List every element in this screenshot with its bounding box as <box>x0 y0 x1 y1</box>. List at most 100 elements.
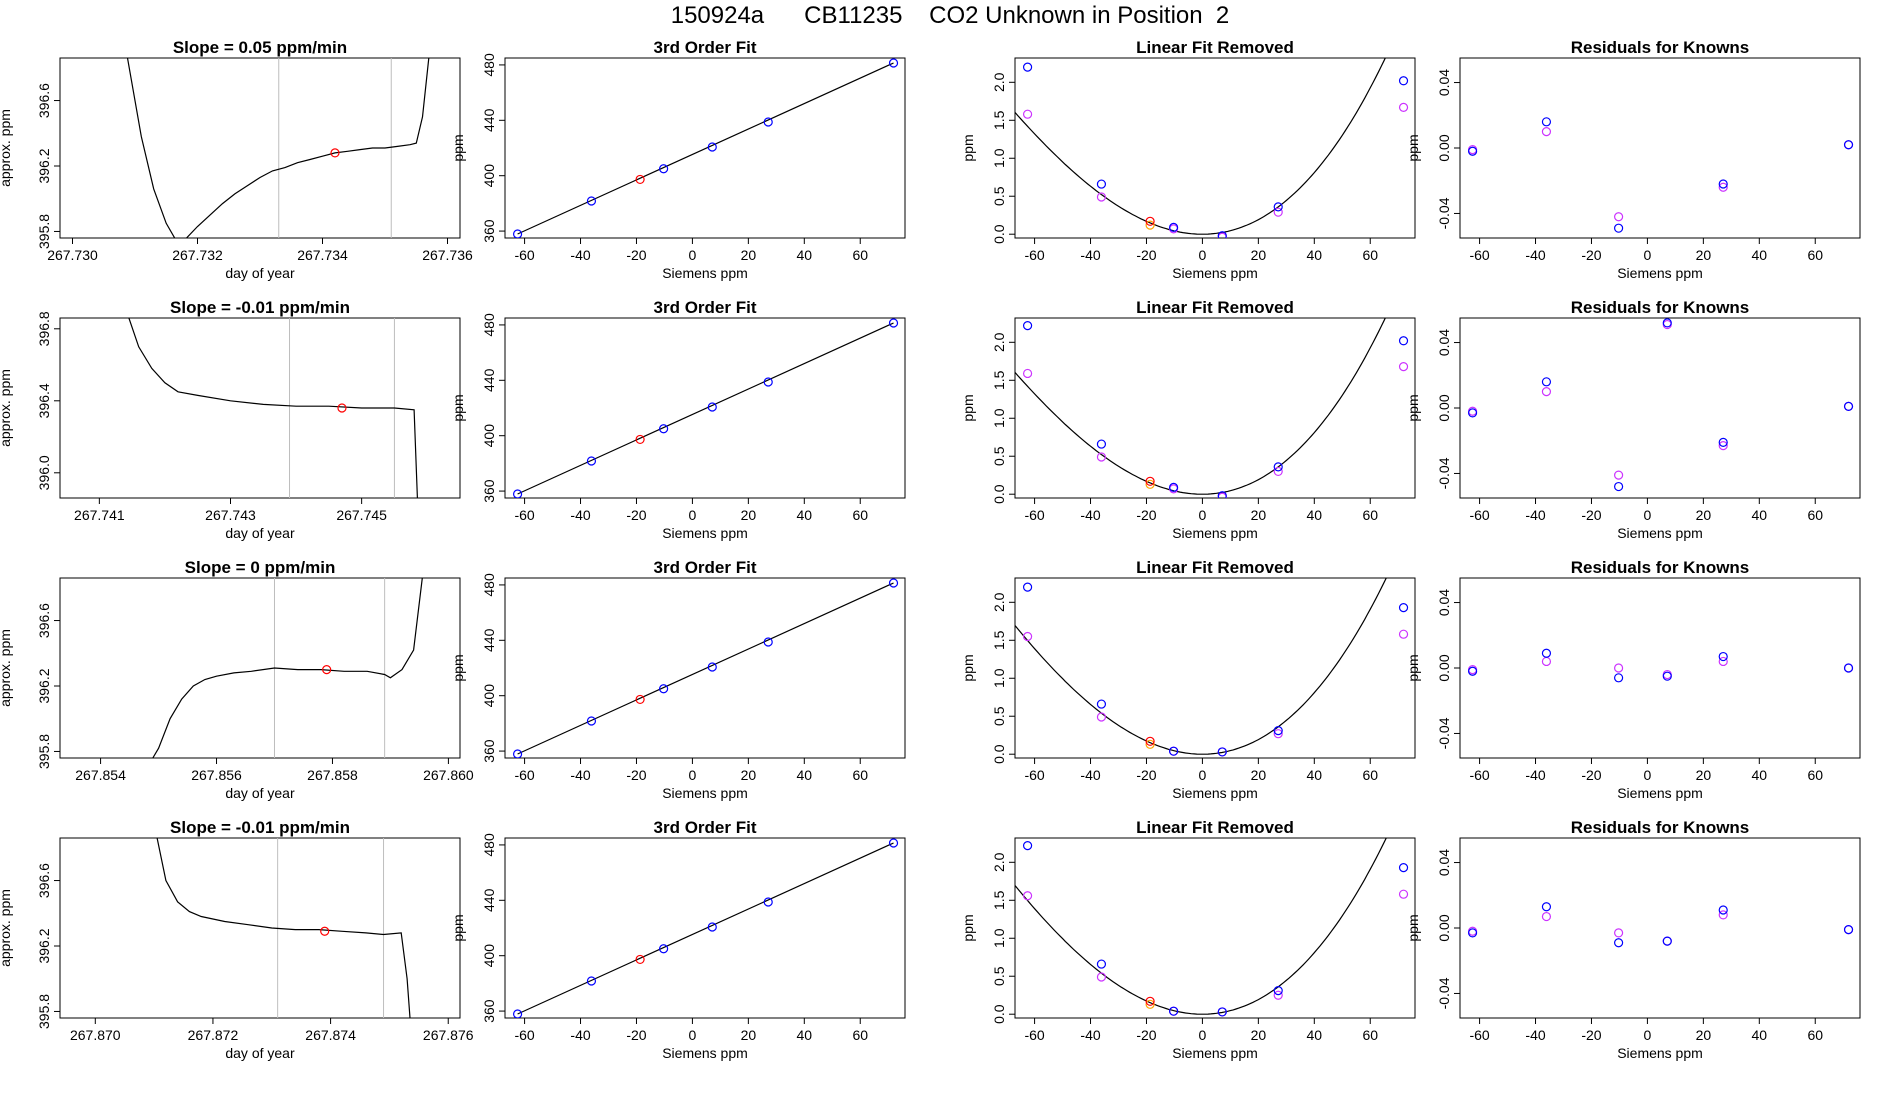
y-tick-label: 0.04 <box>1436 849 1452 876</box>
purple-point <box>1541 387 1552 397</box>
purple-point <box>1398 889 1409 899</box>
plot-frame <box>1014 577 1416 759</box>
y-axis-label: ppm <box>960 914 976 941</box>
orange-point <box>1145 739 1155 749</box>
plot-frame <box>504 577 906 759</box>
fit-line <box>517 842 894 1015</box>
purple-point <box>1718 441 1728 451</box>
x-tick-label: 0 <box>1199 507 1207 523</box>
known-point <box>763 897 773 907</box>
panel-3-4: Residuals for Knowns -60 -40 -20 0 20 40 60 Siem… <box>1405 558 1861 801</box>
trace-line <box>156 838 411 1018</box>
quadratic-curve <box>1015 318 1386 495</box>
y-axis-label: ppm <box>960 394 976 421</box>
purple-point <box>1398 362 1409 372</box>
panel-3-1: Slope = 0 ppm/min 267.854 267.856 267.858 26… <box>0 558 474 801</box>
known-point <box>512 749 523 758</box>
x-tick-label: 267.872 <box>188 1027 239 1043</box>
plot-frame <box>1459 57 1861 239</box>
y-axis-label: approx. ppm <box>0 369 13 447</box>
y-tick-label: -0.04 <box>1436 457 1452 489</box>
x-axis-label: Siemens ppm <box>1172 525 1258 541</box>
purple-point <box>1718 182 1728 192</box>
y-axis-label: approx. ppm <box>0 889 13 967</box>
known-point <box>1843 401 1854 411</box>
plot-area <box>1467 902 1854 948</box>
known-point <box>1718 437 1728 447</box>
x-tick-label: -60 <box>1024 1027 1044 1043</box>
x-tick-label: 60 <box>1362 247 1378 263</box>
x-tick-label: 20 <box>1696 1027 1712 1043</box>
y-tick-label: 2.0 <box>991 332 1007 352</box>
y-axis-label: approx. ppm <box>0 109 13 187</box>
x-tick-label: 267.734 <box>297 247 348 263</box>
x-tick-label: 20 <box>1251 1027 1267 1043</box>
known-point <box>1467 666 1478 676</box>
x-axis-label: Siemens ppm <box>1617 1045 1703 1061</box>
x-tick-label: 0 <box>689 1027 697 1043</box>
x-tick-label: 60 <box>1362 1027 1378 1043</box>
y-tick-label: -0.04 <box>1436 717 1452 749</box>
panel-1-4: Residuals for Knowns -60 -40 -20 0 20 40 60 Siem… <box>1405 38 1861 281</box>
y-tick-label: 480 <box>481 53 497 77</box>
x-tick-label: -60 <box>1469 767 1489 783</box>
unknown-point <box>1145 216 1155 226</box>
x-tick-label: 60 <box>1807 507 1823 523</box>
fit-line <box>517 62 894 235</box>
y-tick-label: 0.00 <box>1436 654 1452 681</box>
x-axis-label: Siemens ppm <box>662 525 748 541</box>
x-tick-label: 40 <box>1752 767 1768 783</box>
x-axis-label: Siemens ppm <box>662 265 748 281</box>
known-point <box>763 117 773 127</box>
plot-frame <box>1459 577 1861 759</box>
plot-frame <box>1014 317 1416 499</box>
x-axis-label: Siemens ppm <box>1172 1045 1258 1061</box>
y-tick-label: 440 <box>481 888 497 912</box>
panel-3-2: 3rd Order Fit -60 -40 -20 0 20 40 60 Siemens ppm… <box>450 558 906 801</box>
y-axis-label: ppm <box>1405 914 1421 941</box>
plot-frame <box>504 57 906 239</box>
x-tick-label: 267.858 <box>307 767 358 783</box>
known-point <box>1843 925 1854 935</box>
unknown-point <box>635 694 645 705</box>
orange-point <box>1145 999 1155 1009</box>
y-tick-label: 396.2 <box>36 148 52 183</box>
known-point <box>659 424 669 434</box>
panel-title: 3rd Order Fit <box>654 298 757 317</box>
known-point <box>1398 863 1409 873</box>
y-tick-label: 395.8 <box>36 734 52 769</box>
x-tick-label: 60 <box>1362 507 1378 523</box>
y-tick-label: 0.00 <box>1436 394 1452 421</box>
x-tick-label: -40 <box>1080 247 1100 263</box>
x-axis-label: Siemens ppm <box>1617 525 1703 541</box>
x-tick-label: -20 <box>1581 247 1601 263</box>
x-tick-label: 0 <box>1199 767 1207 783</box>
purple-point <box>1273 729 1283 739</box>
known-point <box>888 838 899 848</box>
y-tick-label: 0.04 <box>1436 69 1452 96</box>
y-axis-label: ppm <box>450 394 466 421</box>
known-point <box>1273 462 1283 472</box>
panel-title: 3rd Order Fit <box>654 818 757 837</box>
fit-line <box>517 322 894 495</box>
unknown-point <box>635 954 645 965</box>
y-axis-label: ppm <box>960 134 976 161</box>
x-tick-label: 267.736 <box>422 247 473 263</box>
panel-2-2: 3rd Order Fit -60 -40 -20 0 20 40 60 Siemens ppm… <box>450 298 906 541</box>
y-tick-label: -0.04 <box>1436 977 1452 1009</box>
known-point <box>1022 582 1033 592</box>
unknown-point <box>1145 736 1155 746</box>
known-point <box>1217 491 1227 498</box>
page-title: 150924a CB11235 CO2 Unknown in Position … <box>670 2 1230 29</box>
x-tick-label: 267.741 <box>74 507 125 523</box>
x-tick-label: 60 <box>1362 767 1378 783</box>
y-tick-label: 396.8 <box>36 311 52 346</box>
known-point <box>586 196 597 206</box>
x-tick-label: -40 <box>570 507 590 523</box>
x-tick-label: -40 <box>1525 1027 1545 1043</box>
x-tick-label: 40 <box>1307 1027 1323 1043</box>
x-tick-label: -60 <box>1469 507 1489 523</box>
x-tick-label: 0 <box>1644 1027 1652 1043</box>
x-tick-label: -60 <box>514 1027 534 1043</box>
y-axis-label: ppm <box>1405 134 1421 161</box>
